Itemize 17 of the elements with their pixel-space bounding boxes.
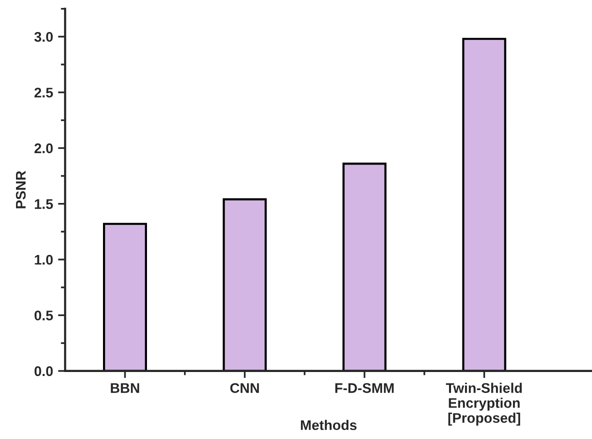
x-tick-label: Twin-Shield Encryption [Proposed] xyxy=(446,382,522,426)
x-tick-label: CNN xyxy=(230,383,259,393)
y-tick-label: 0.0 xyxy=(34,366,53,376)
y-tick-label: 3.0 xyxy=(34,32,53,42)
x-axis-title: Methods xyxy=(300,420,357,430)
bar xyxy=(222,198,267,371)
x-tick-label: F-D-SMM xyxy=(335,383,394,393)
x-tick-label: BBN xyxy=(110,383,140,393)
y-tick-label: 0.5 xyxy=(34,310,53,320)
bar xyxy=(102,222,147,371)
bar xyxy=(342,162,386,371)
y-tick-label: 2.5 xyxy=(34,88,53,98)
y-tick-label: 1.5 xyxy=(34,199,53,209)
bar xyxy=(462,38,506,371)
y-tick-label: 2.0 xyxy=(34,143,53,154)
y-tick-label: 1.0 xyxy=(34,254,53,265)
y-axis-title: PSNR xyxy=(16,170,26,208)
